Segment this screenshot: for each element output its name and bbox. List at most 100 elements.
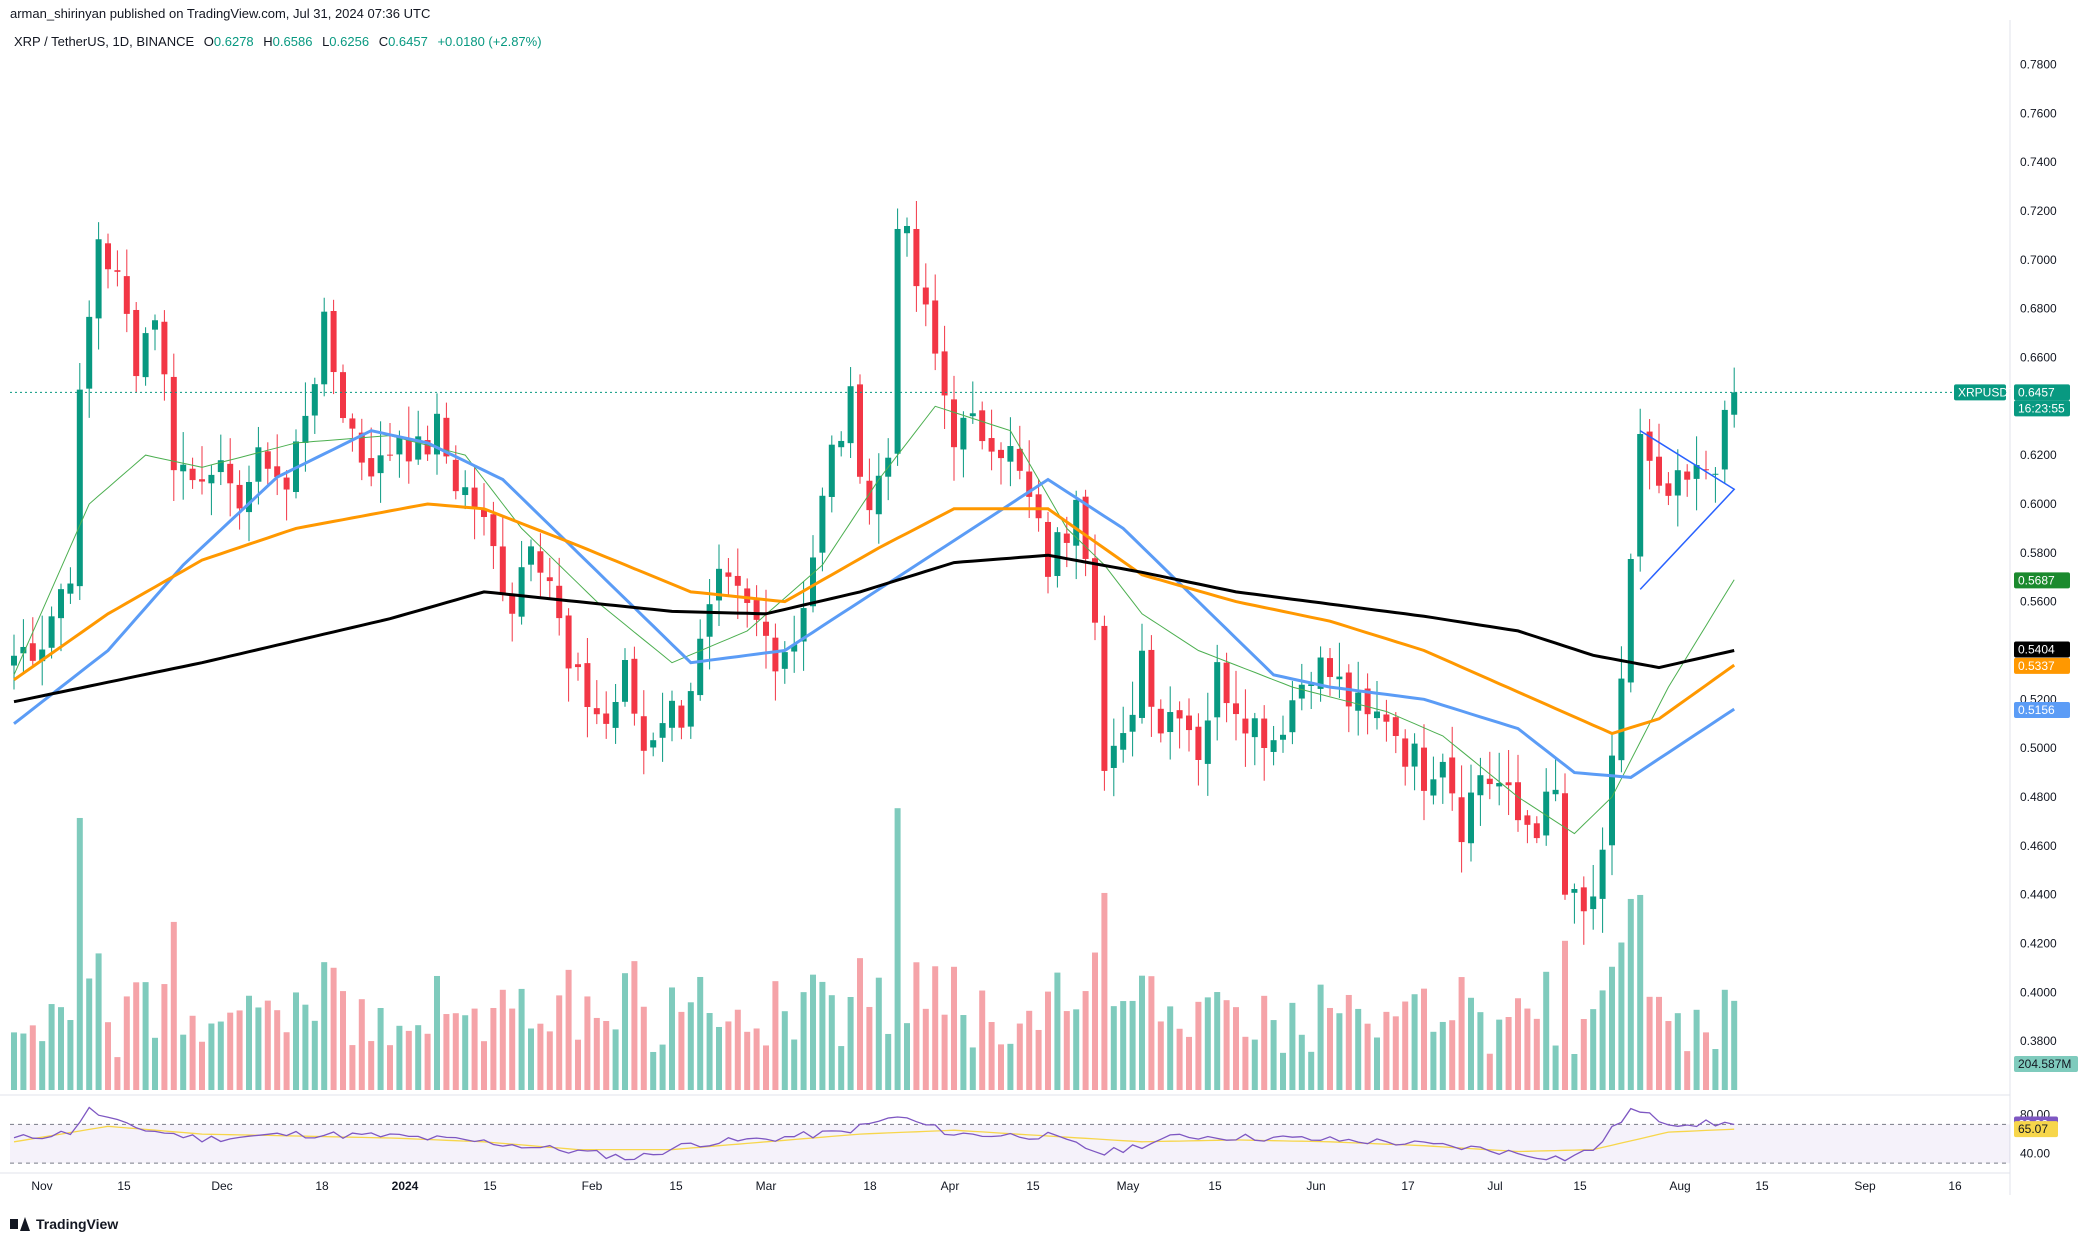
candle[interactable] — [988, 438, 995, 452]
candle[interactable] — [546, 577, 553, 582]
candle[interactable] — [1562, 793, 1568, 895]
candle[interactable] — [1261, 718, 1268, 749]
candle[interactable] — [941, 351, 948, 396]
candle[interactable] — [311, 384, 318, 416]
candle[interactable] — [424, 440, 431, 455]
candle[interactable] — [1233, 703, 1239, 715]
candle[interactable] — [791, 644, 798, 652]
candle[interactable] — [302, 415, 309, 443]
candle[interactable] — [1374, 711, 1380, 719]
candle[interactable] — [960, 417, 967, 450]
candle[interactable] — [199, 479, 205, 482]
candle[interactable] — [763, 621, 769, 636]
candle[interactable] — [1533, 823, 1540, 839]
candle[interactable] — [255, 447, 262, 482]
candle[interactable] — [1618, 678, 1625, 761]
candle[interactable] — [1449, 757, 1456, 794]
candle[interactable] — [1411, 743, 1418, 767]
candle[interactable] — [828, 444, 835, 497]
candle[interactable] — [819, 495, 826, 553]
candle[interactable] — [1280, 734, 1286, 740]
candle[interactable] — [772, 637, 779, 672]
candle[interactable] — [1139, 650, 1145, 718]
candle[interactable] — [687, 691, 694, 727]
candle[interactable] — [1157, 708, 1164, 734]
candle[interactable] — [1571, 888, 1578, 893]
candle[interactable] — [1082, 496, 1089, 559]
candle[interactable] — [659, 723, 666, 738]
candle[interactable] — [640, 716, 647, 751]
candle[interactable] — [1439, 761, 1446, 778]
candle[interactable] — [838, 440, 845, 448]
candle[interactable] — [1477, 775, 1484, 796]
candle[interactable] — [462, 487, 469, 496]
candle[interactable] — [753, 600, 760, 620]
candle[interactable] — [340, 372, 346, 419]
candle[interactable] — [387, 454, 393, 456]
candle[interactable] — [1402, 738, 1409, 767]
candle[interactable] — [1731, 392, 1738, 415]
candle[interactable] — [142, 333, 149, 378]
candle[interactable] — [1355, 692, 1362, 711]
candle[interactable] — [471, 487, 478, 509]
candle[interactable] — [1646, 431, 1653, 461]
candle[interactable] — [509, 593, 516, 614]
candle[interactable] — [932, 300, 939, 354]
candle[interactable] — [979, 410, 986, 442]
candle[interactable] — [452, 459, 459, 492]
candle[interactable] — [189, 468, 196, 481]
candle[interactable] — [368, 458, 375, 477]
candle[interactable] — [95, 239, 102, 319]
candle[interactable] — [1515, 782, 1521, 821]
candle[interactable] — [264, 451, 271, 469]
candle[interactable] — [593, 708, 600, 715]
candle[interactable] — [622, 660, 628, 702]
candle[interactable] — [1186, 715, 1192, 731]
candle[interactable] — [894, 228, 901, 454]
candle[interactable] — [1298, 684, 1305, 699]
candle[interactable] — [603, 713, 610, 724]
candle[interactable] — [669, 700, 675, 728]
candle[interactable] — [1007, 446, 1014, 462]
candle[interactable] — [405, 439, 412, 462]
candle[interactable] — [499, 546, 506, 594]
candle[interactable] — [48, 616, 55, 648]
candle[interactable] — [800, 608, 807, 642]
candle[interactable] — [283, 477, 290, 490]
candle[interactable] — [11, 655, 17, 666]
candle[interactable] — [123, 276, 130, 314]
candle[interactable] — [236, 484, 243, 509]
candle[interactable] — [951, 399, 957, 448]
candle[interactable] — [650, 740, 657, 748]
candle[interactable] — [20, 646, 27, 654]
candle[interactable] — [114, 270, 121, 272]
candle[interactable] — [1543, 791, 1550, 836]
triangle-pattern[interactable] — [1639, 430, 1736, 590]
candle[interactable] — [161, 321, 168, 375]
candle[interactable] — [133, 309, 140, 377]
candle[interactable] — [1054, 532, 1061, 576]
candle[interactable] — [1167, 712, 1174, 733]
candle[interactable] — [518, 567, 525, 617]
candle[interactable] — [58, 589, 64, 619]
candle[interactable] — [358, 432, 365, 463]
tradingview-logo[interactable]: TradingView — [10, 1216, 118, 1232]
candle[interactable] — [1721, 409, 1728, 470]
candle[interactable] — [1016, 448, 1023, 471]
candle[interactable] — [1289, 700, 1296, 733]
candle[interactable] — [556, 585, 563, 619]
candle[interactable] — [434, 413, 440, 455]
candle[interactable] — [443, 417, 450, 457]
candle[interactable] — [1552, 789, 1559, 795]
candle[interactable] — [1496, 783, 1503, 787]
candle[interactable] — [217, 460, 224, 473]
candle[interactable] — [1674, 470, 1681, 496]
candle[interactable] — [1590, 896, 1597, 910]
candle[interactable] — [1223, 662, 1230, 704]
candle[interactable] — [998, 449, 1004, 459]
candle[interactable] — [1656, 456, 1662, 486]
candle[interactable] — [922, 287, 929, 305]
candle[interactable] — [575, 664, 581, 668]
candle[interactable] — [1712, 473, 1719, 475]
